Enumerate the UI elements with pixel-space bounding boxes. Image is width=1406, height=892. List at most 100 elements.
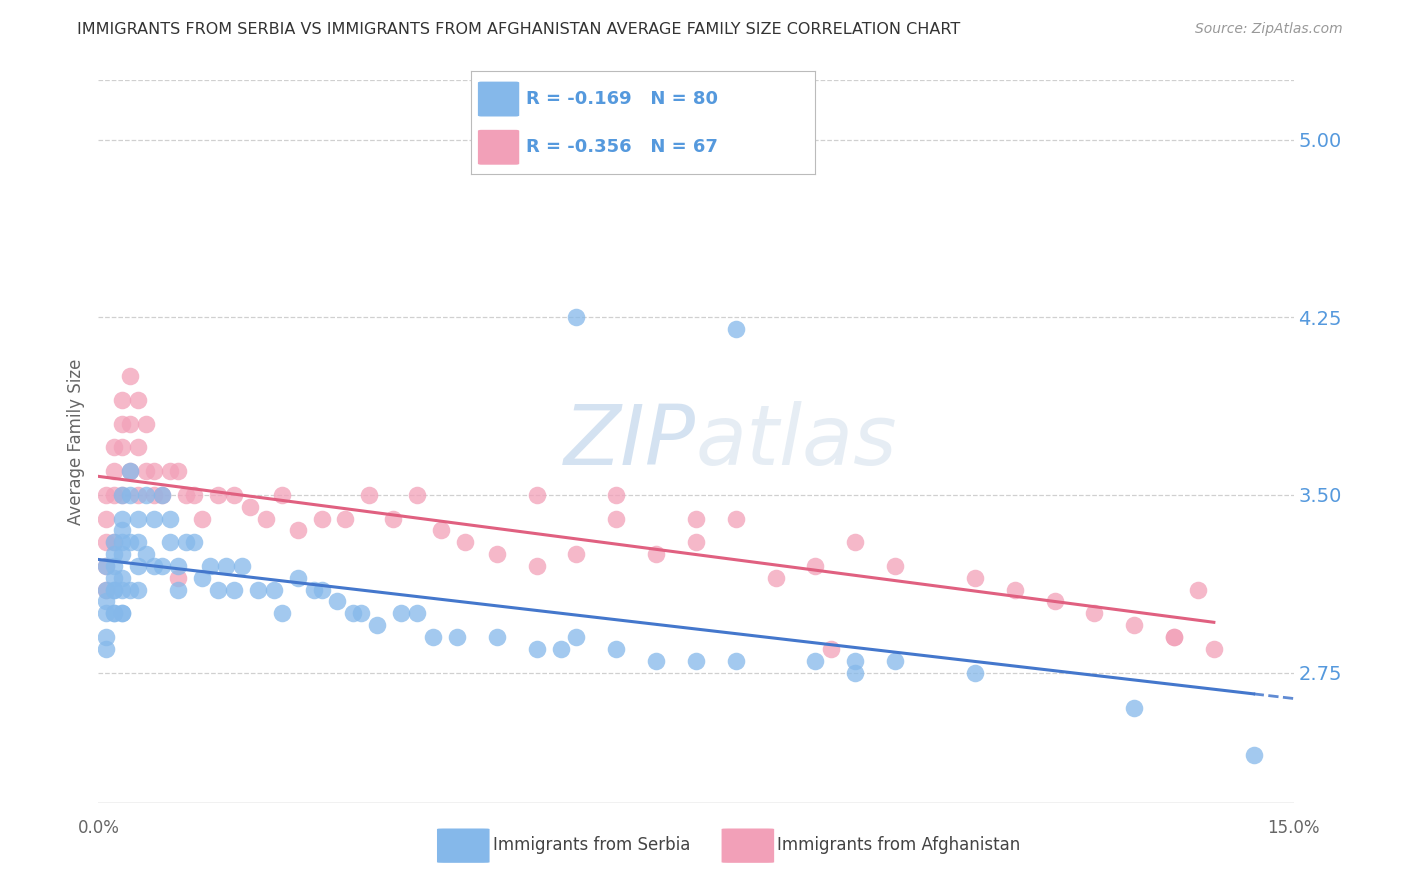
Point: [1123, 701, 1146, 715]
Point: [127, 511, 149, 525]
Point: [207, 488, 229, 502]
Point: [565, 310, 588, 325]
Point: [239, 500, 262, 514]
Point: [724, 511, 747, 525]
Point: [191, 571, 214, 585]
Point: [127, 535, 149, 549]
Point: [765, 571, 787, 585]
Point: [1243, 748, 1265, 763]
Point: [96, 558, 118, 573]
Point: [565, 547, 588, 561]
Point: [103, 582, 125, 597]
Point: [287, 524, 309, 538]
Point: [96, 594, 118, 608]
Point: [111, 393, 134, 408]
Point: [246, 582, 269, 597]
Point: [96, 641, 118, 656]
Point: [844, 535, 866, 549]
Point: [96, 607, 118, 621]
Point: [183, 488, 205, 502]
Text: IMMIGRANTS FROM SERBIA VS IMMIGRANTS FROM AFGHANISTAN AVERAGE FAMILY SIZE CORREL: IMMIGRANTS FROM SERBIA VS IMMIGRANTS FRO…: [77, 22, 960, 37]
FancyBboxPatch shape: [478, 130, 519, 165]
Point: [1123, 618, 1146, 632]
Point: [111, 607, 134, 621]
Point: [605, 641, 627, 656]
Point: [342, 607, 364, 621]
Point: [884, 654, 907, 668]
Point: [685, 511, 707, 525]
Point: [422, 630, 444, 644]
Point: [1163, 630, 1185, 644]
Point: [366, 618, 388, 632]
Point: [96, 558, 118, 573]
Y-axis label: Average Family Size: Average Family Size: [66, 359, 84, 524]
Point: [485, 547, 508, 561]
Point: [103, 464, 125, 478]
Point: [222, 582, 245, 597]
Text: Source: ZipAtlas.com: Source: ZipAtlas.com: [1195, 22, 1343, 37]
Point: [111, 524, 134, 538]
Point: [1004, 582, 1026, 597]
Point: [150, 558, 173, 573]
Point: [844, 654, 866, 668]
Point: [963, 571, 986, 585]
Point: [311, 582, 333, 597]
Point: [359, 488, 381, 502]
Point: [111, 511, 134, 525]
Point: [820, 641, 842, 656]
Point: [406, 607, 429, 621]
Point: [103, 582, 125, 597]
FancyBboxPatch shape: [478, 82, 519, 117]
Point: [526, 558, 548, 573]
Point: [103, 607, 125, 621]
Point: [96, 488, 118, 502]
Point: [724, 322, 747, 336]
Point: [103, 571, 125, 585]
Point: [111, 488, 134, 502]
Text: atlas: atlas: [696, 401, 897, 482]
Point: [804, 654, 827, 668]
Point: [120, 464, 142, 478]
Point: [485, 630, 508, 644]
FancyBboxPatch shape: [437, 829, 489, 863]
Point: [120, 464, 142, 478]
Point: [454, 535, 477, 549]
Point: [207, 582, 229, 597]
Point: [685, 654, 707, 668]
Text: R = -0.356   N = 67: R = -0.356 N = 67: [526, 138, 718, 156]
Point: [174, 535, 197, 549]
Point: [167, 558, 190, 573]
Point: [191, 511, 214, 525]
Point: [111, 547, 134, 561]
Point: [302, 582, 325, 597]
Point: [326, 594, 349, 608]
Point: [389, 607, 412, 621]
Point: [287, 571, 309, 585]
Point: [174, 488, 197, 502]
Point: [143, 488, 166, 502]
Text: Immigrants from Afghanistan: Immigrants from Afghanistan: [778, 836, 1021, 855]
Point: [143, 511, 166, 525]
Point: [167, 464, 190, 478]
Point: [135, 417, 157, 431]
Point: [120, 369, 142, 384]
Point: [103, 607, 125, 621]
Point: [430, 524, 453, 538]
Point: [96, 535, 118, 549]
Point: [382, 511, 405, 525]
Point: [263, 582, 285, 597]
Point: [127, 558, 149, 573]
Point: [96, 630, 118, 644]
Point: [127, 393, 149, 408]
Point: [159, 535, 181, 549]
Point: [120, 488, 142, 502]
Point: [884, 558, 907, 573]
Point: [446, 630, 468, 644]
Point: [645, 654, 668, 668]
Point: [103, 441, 125, 455]
Point: [350, 607, 373, 621]
FancyBboxPatch shape: [721, 829, 775, 863]
Point: [103, 535, 125, 549]
Point: [103, 535, 125, 549]
Point: [120, 417, 142, 431]
